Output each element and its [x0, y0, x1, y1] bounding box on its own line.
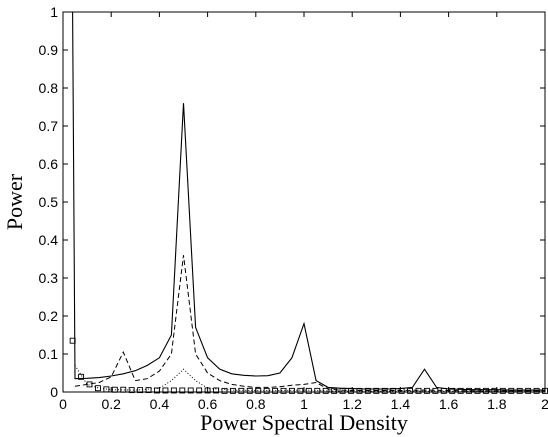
square-marker — [196, 387, 203, 394]
square-marker — [204, 387, 211, 394]
x-tick-label: 0.2 — [101, 396, 121, 412]
y-tick-label: 0.1 — [39, 346, 59, 362]
square-marker — [179, 387, 186, 394]
square-marker — [423, 387, 430, 394]
square-marker — [154, 387, 160, 394]
square-marker — [508, 387, 515, 394]
square-marker — [499, 387, 506, 394]
square-marker — [457, 387, 464, 394]
x-axis-label: Power Spectral Density — [200, 410, 408, 435]
square-marker — [187, 387, 194, 394]
plot-area — [62, 11, 546, 393]
y-tick-label: 0.6 — [39, 156, 59, 172]
square-marker — [229, 387, 236, 394]
square-marker — [297, 387, 304, 394]
x-tick-label: 1.6 — [439, 396, 459, 412]
square-marker — [305, 387, 312, 394]
square-marker — [111, 386, 118, 393]
square-marker — [94, 385, 101, 392]
square-marker — [162, 387, 169, 394]
square-marker — [128, 387, 135, 394]
y-tick-label: 0.4 — [39, 232, 59, 248]
y-tick-label: 0.9 — [39, 42, 59, 58]
y-axis-label: Power — [2, 173, 27, 230]
x-tick-label: 1.4 — [391, 396, 411, 412]
series-layer — [69, 11, 548, 394]
y-tick-label: 1 — [50, 4, 58, 20]
square-marker — [331, 387, 338, 394]
x-tick-label: 1 — [300, 396, 308, 412]
square-marker — [213, 387, 219, 394]
x-tick-label: 1.8 — [487, 396, 507, 412]
square-marker — [466, 387, 473, 394]
square-marker — [398, 387, 405, 394]
square-marker — [390, 387, 397, 394]
square-marker — [348, 387, 354, 394]
x-tick-label: 0.4 — [150, 396, 170, 412]
square-marker — [432, 387, 439, 394]
x-tick-label: 1.2 — [342, 396, 362, 412]
square-marker — [246, 387, 253, 394]
square-marker — [339, 387, 346, 394]
y-tick-label: 0 — [50, 384, 58, 400]
square-marker — [78, 373, 85, 380]
square-marker — [314, 387, 321, 394]
square-marker — [263, 387, 270, 394]
square-marker — [280, 387, 287, 394]
x-axis: 0 0.2 0.4 0.6 0.8 1 1.2 1.4 1.6 1.8 2 — [59, 12, 548, 412]
series-solid-line — [72, 11, 545, 391]
square-marker — [103, 386, 110, 393]
series-dashed-line — [74, 255, 545, 392]
square-marker — [415, 387, 422, 394]
square-marker — [145, 387, 152, 394]
square-marker — [525, 387, 532, 394]
square-marker — [373, 387, 380, 394]
square-marker — [69, 337, 76, 344]
square-marker — [322, 387, 329, 394]
series-square-markers — [69, 337, 548, 394]
x-tick-label: 0 — [59, 396, 67, 412]
square-marker — [255, 387, 262, 394]
square-marker — [533, 387, 540, 394]
square-marker — [289, 387, 295, 394]
square-marker — [120, 386, 127, 393]
square-marker — [381, 387, 388, 394]
y-axis: 0 0.1 0.2 0.3 0.4 0.5 0.6 0.7 0.8 0.9 1 — [39, 4, 545, 400]
square-marker — [137, 387, 144, 394]
square-marker — [356, 387, 363, 394]
x-tick-label: 0.6 — [198, 396, 218, 412]
square-marker — [170, 387, 177, 394]
square-marker — [364, 387, 371, 394]
y-tick-label: 0.7 — [39, 118, 59, 134]
square-marker — [86, 381, 93, 388]
square-marker — [407, 387, 413, 394]
y-tick-label: 0.5 — [39, 194, 59, 210]
y-tick-label: 0.3 — [39, 270, 59, 286]
square-marker — [272, 387, 279, 394]
series-dotted-line — [74, 365, 545, 392]
x-tick-label: 0.8 — [246, 396, 266, 412]
square-marker — [440, 387, 447, 394]
square-marker — [238, 387, 245, 394]
square-marker — [449, 387, 456, 394]
square-marker — [483, 387, 489, 394]
y-tick-label: 0.8 — [39, 80, 59, 96]
square-marker — [221, 387, 228, 394]
square-marker — [516, 387, 523, 394]
square-marker — [491, 387, 498, 394]
x-tick-label: 2 — [541, 396, 548, 412]
square-marker — [474, 387, 481, 394]
y-tick-label: 0.2 — [39, 308, 59, 324]
